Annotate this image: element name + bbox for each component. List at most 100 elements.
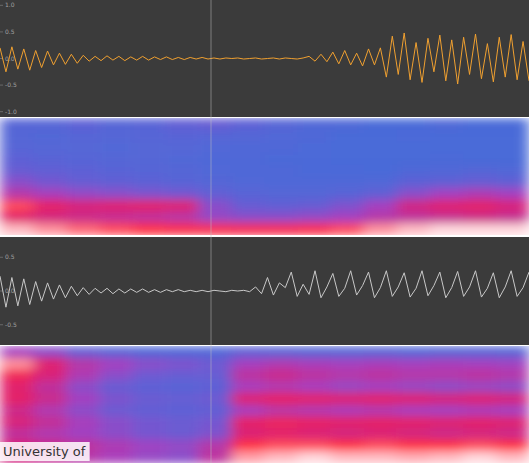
spectrogram-cell (298, 416, 332, 428)
spectrogram-cell (33, 405, 67, 417)
spectrogram-cell (132, 416, 166, 428)
spectrogram-cell (364, 393, 398, 405)
spectrogram-cell (0, 369, 34, 381)
spectrogram-cell (33, 141, 67, 153)
spectrogram-cell (231, 416, 265, 428)
spectrogram-cell (99, 451, 133, 463)
spectrogram-cell (198, 381, 232, 393)
spectrogram-cell (430, 118, 464, 130)
spectrogram-cell (66, 153, 100, 165)
spectrogram-cell (496, 440, 529, 452)
spectrogram-cell (198, 451, 232, 463)
spectrogram-cell (99, 393, 133, 405)
spectrogram-cell (132, 141, 166, 153)
spectrogram-cell (397, 165, 431, 177)
spectrogram-cell (132, 177, 166, 189)
waveform (0, 33, 529, 84)
y-tick (0, 85, 3, 86)
spectrogram-cell (298, 212, 332, 224)
spectrogram-cell (0, 141, 34, 153)
spectrogram-cell (33, 118, 67, 130)
spectrogram-cell (364, 212, 398, 224)
spectrogram-cell (33, 428, 67, 440)
spectrogram-cell (66, 428, 100, 440)
spectrogram-cell (231, 440, 265, 452)
spectrogram-cell (231, 130, 265, 142)
spectrogram-cell (331, 381, 365, 393)
spectrogram-cell (496, 177, 529, 189)
spectrogram-cell (331, 416, 365, 428)
spectrogram-cell (331, 346, 365, 358)
spectrogram-cell (364, 440, 398, 452)
spectrogram-cell (231, 346, 265, 358)
spectrogram-cell (331, 153, 365, 165)
spectrogram-cell (463, 153, 497, 165)
spectrogram-cell (132, 165, 166, 177)
spectrogram-cell (331, 200, 365, 212)
spectrogram-cell (198, 212, 232, 224)
spectrogram-cell (66, 381, 100, 393)
spectrogram-cell (198, 416, 232, 428)
spectrogram-cell (0, 223, 34, 235)
spectrogram-cell (99, 405, 133, 417)
spectrogram-cell (0, 416, 34, 428)
spectrogram-cell (265, 223, 299, 235)
spectrogram-cell (364, 346, 398, 358)
waveform (0, 271, 529, 307)
spectrogram-cell (463, 141, 497, 153)
y-tick (0, 5, 3, 6)
y-tick-label: -0.5 (5, 81, 17, 88)
spectrogram-cell (165, 369, 199, 381)
spectrogram-cell (33, 177, 67, 189)
spectrogram-cell (397, 153, 431, 165)
spectrogram-cell (66, 118, 100, 130)
spectrogram-cell (496, 416, 529, 428)
spectrogram-cell (198, 118, 232, 130)
spectrogram-cell (265, 428, 299, 440)
spectrogram-cell (198, 153, 232, 165)
spectrogram-cell (463, 346, 497, 358)
spectrogram-cell (231, 177, 265, 189)
spectrogram-cell (165, 177, 199, 189)
spectrogram-cell (198, 369, 232, 381)
spectrogram-cell (397, 177, 431, 189)
spectrogram-cell (66, 223, 100, 235)
spectrogram-cell (331, 369, 365, 381)
spectrogram-cell (99, 369, 133, 381)
spectrogram-cell (496, 393, 529, 405)
spectrogram-cell (397, 130, 431, 142)
spectrogram-cell (0, 405, 34, 417)
spectrogram-cell (298, 130, 332, 142)
spectrogram-cell (463, 405, 497, 417)
spectrogram-cell (364, 153, 398, 165)
spectrogram-cell (430, 141, 464, 153)
spectrogram-cell (430, 346, 464, 358)
spectrogram-cell (0, 381, 34, 393)
spectrogram-cell (331, 141, 365, 153)
spectrogram-cell (265, 130, 299, 142)
spectrogram-cell (397, 223, 431, 235)
spectrogram-cell (298, 428, 332, 440)
spectrogram-cell (496, 141, 529, 153)
spectrogram-cell (0, 346, 34, 358)
spectrogram-cell (364, 451, 398, 463)
overlay-text: University of (3, 444, 86, 459)
spectrogram-cell (132, 223, 166, 235)
spectrogram-cell (397, 188, 431, 200)
spectrogram-cell (33, 188, 67, 200)
spectrogram-cell (165, 153, 199, 165)
spectrogram-cell (430, 416, 464, 428)
spectrogram-cell (66, 416, 100, 428)
spectrogram-cell (33, 212, 67, 224)
spectrogram-cell (165, 188, 199, 200)
spectrogram-cell (231, 212, 265, 224)
spectrogram-cell (331, 165, 365, 177)
spectrogram-cell (430, 358, 464, 370)
spectrogram-cell (397, 118, 431, 130)
spectrogram-cell (463, 451, 497, 463)
spectrogram-cell (265, 416, 299, 428)
spectrogram-cell (132, 118, 166, 130)
spectrogram-cell (33, 223, 67, 235)
spectrogram-cell (463, 381, 497, 393)
spectrogram-cell (33, 358, 67, 370)
